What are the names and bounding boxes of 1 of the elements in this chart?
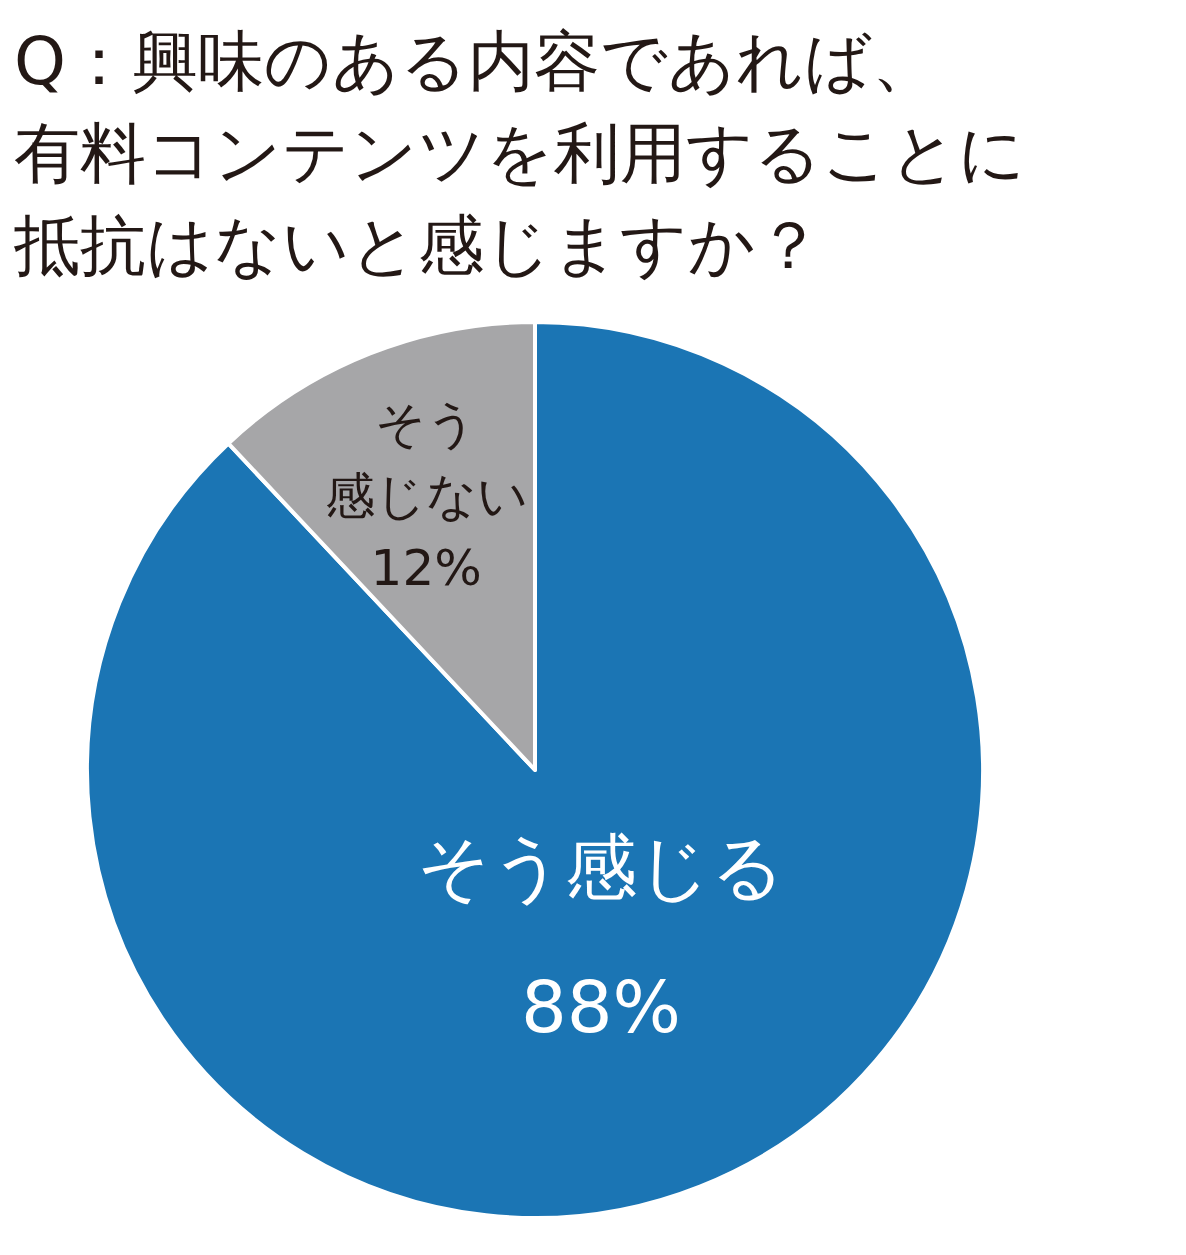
title: Q：興味のある内容であれば、有料コンテンツを利用することに抵抗はないと感じますか？: [14, 23, 1026, 284]
